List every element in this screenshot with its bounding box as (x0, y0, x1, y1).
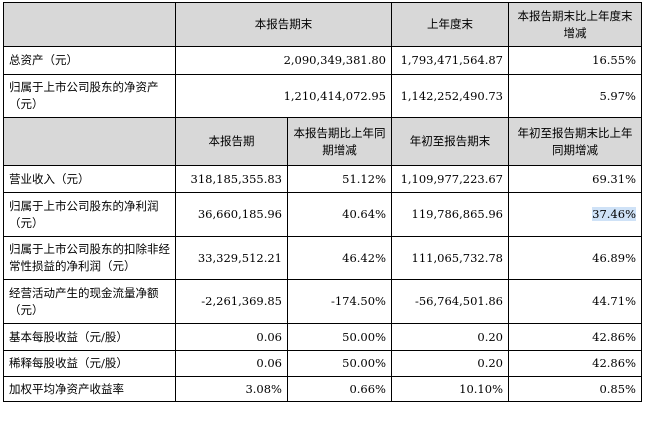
value-period: 36,660,185.96 (175, 192, 288, 237)
value-ytd: 10.10% (391, 376, 509, 402)
table-row: 营业收入（元） 318,185,355.83 51.12% 1,109,977,… (3, 165, 642, 193)
header-row-1: 本报告期末 上年度末 本报告期末比上年度末增减 (3, 2, 642, 47)
row-label: 基本每股收益（元/股） (3, 323, 176, 351)
value-period: 0.06 (175, 350, 288, 377)
value-ytd-change: 42.86% (508, 323, 642, 351)
value-current-end: 1,210,414,072.95 (175, 74, 392, 118)
value-ytd-change: 0.85% (508, 376, 642, 402)
value-change: 16.55% (508, 46, 642, 75)
value-ytd: 1,109,977,223.67 (391, 165, 509, 193)
header-cell-blank (3, 2, 176, 47)
value-period: 0.06 (175, 323, 288, 351)
value-ytd: 119,786,865.96 (391, 192, 509, 237)
value-prior-year-end: 1,142,252,490.73 (391, 74, 509, 118)
table-row: 总资产（元） 2,090,349,381.80 1,793,471,564.87… (3, 46, 642, 75)
header-ytd-change: 年初至报告期末比上年同期增减 (508, 117, 642, 166)
header-ytd: 年初至报告期末 (391, 117, 509, 166)
header-cell-blank (3, 117, 176, 166)
header-prior-year-end: 上年度末 (391, 2, 509, 47)
financial-table: 本报告期末 上年度末 本报告期末比上年度末增减 总资产（元） 2,090,349… (3, 2, 642, 402)
table-row: 归属于上市公司股东的扣除非经常性损益的净利润（元） 33,329,512.21 … (3, 236, 642, 280)
row-label: 经营活动产生的现金流量净额（元） (3, 279, 176, 324)
header-current-end: 本报告期末 (175, 2, 392, 47)
table-row: 归属于上市公司股东的净利润（元） 36,660,185.96 40.64% 11… (3, 192, 642, 237)
value-ytd: 0.20 (391, 350, 509, 377)
value-period-change: 50.00% (287, 323, 392, 351)
value-period: 33,329,512.21 (175, 236, 288, 280)
value-period-change: 50.00% (287, 350, 392, 377)
table-row: 基本每股收益（元/股） 0.06 50.00% 0.20 42.86% (3, 323, 642, 351)
value-period-change: 0.66% (287, 376, 392, 402)
table-row: 经营活动产生的现金流量净额（元） -2,261,369.85 -174.50% … (3, 279, 642, 324)
value-ytd-change: 37.46% (508, 192, 642, 237)
value-ytd: -56,764,501.86 (391, 279, 509, 324)
value-period-change: 51.12% (287, 165, 392, 193)
value-period: 318,185,355.83 (175, 165, 288, 193)
row-label: 归属于上市公司股东的扣除非经常性损益的净利润（元） (3, 236, 176, 280)
row-label: 营业收入（元） (3, 165, 176, 193)
value-change: 5.97% (508, 74, 642, 118)
header-row-2: 本报告期 本报告期比上年同期增减 年初至报告期末 年初至报告期末比上年同期增减 (3, 117, 642, 166)
value-period-change: -174.50% (287, 279, 392, 324)
header-period: 本报告期 (175, 117, 288, 166)
header-period-change: 本报告期比上年同期增减 (287, 117, 392, 166)
value-ytd-change: 69.31% (508, 165, 642, 193)
value-ytd: 0.20 (391, 323, 509, 351)
value-ytd: 111,065,732.78 (391, 236, 509, 280)
value-ytd-change: 46.89% (508, 236, 642, 280)
row-label: 加权平均净资产收益率 (3, 376, 176, 402)
header-change-vs-prior-year-end: 本报告期末比上年度末增减 (508, 2, 642, 47)
table-row: 稀释每股收益（元/股） 0.06 50.00% 0.20 42.86% (3, 350, 642, 377)
value-period-change: 40.64% (287, 192, 392, 237)
value-period: -2,261,369.85 (175, 279, 288, 324)
highlighted-value: 37.46% (592, 207, 636, 221)
row-label: 稀释每股收益（元/股） (3, 350, 176, 377)
value-current-end: 2,090,349,381.80 (175, 46, 392, 75)
row-label: 归属于上市公司股东的净利润（元） (3, 192, 176, 237)
value-period-change: 46.42% (287, 236, 392, 280)
row-label: 总资产（元） (3, 46, 176, 75)
value-ytd-change: 42.86% (508, 350, 642, 377)
value-ytd-change: 44.71% (508, 279, 642, 324)
table-row: 归属于上市公司股东的净资产（元） 1,210,414,072.95 1,142,… (3, 74, 642, 118)
table-row: 加权平均净资产收益率 3.08% 0.66% 10.10% 0.85% (3, 376, 642, 402)
value-period: 3.08% (175, 376, 288, 402)
value-prior-year-end: 1,793,471,564.87 (391, 46, 509, 75)
row-label: 归属于上市公司股东的净资产（元） (3, 74, 176, 118)
